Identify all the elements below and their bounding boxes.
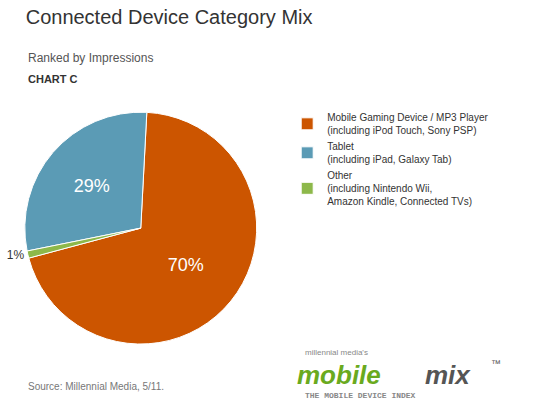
svg-text:mix: mix [425, 360, 471, 390]
svg-text:THE MOBILE DEVICE INDEX: THE MOBILE DEVICE INDEX [305, 391, 416, 400]
svg-text:mobile: mobile [297, 360, 381, 390]
svg-text:Other(including Nintendo Wii,A: Other(including Nintendo Wii,Amazon Kind… [327, 170, 472, 207]
svg-text:Ranked by Impressions: Ranked by Impressions [28, 51, 153, 65]
svg-text:Source: Millennial Media, 5/11: Source: Millennial Media, 5/11. [28, 381, 164, 392]
svg-text:Connected Device Category Mix: Connected Device Category Mix [26, 6, 313, 28]
svg-text:™: ™ [491, 358, 501, 369]
svg-text:1%: 1% [7, 248, 25, 262]
svg-text:Tablet(including iPad, Galaxy: Tablet(including iPad, Galaxy Tab) [327, 141, 451, 165]
svg-text:CHART C: CHART C [28, 73, 78, 85]
svg-text:Mobile Gaming Device / MP3 Pla: Mobile Gaming Device / MP3 Player(includ… [327, 112, 488, 136]
svg-text:millennial media's: millennial media's [305, 348, 368, 357]
svg-text:29%: 29% [74, 176, 110, 196]
svg-text:70%: 70% [168, 255, 204, 275]
